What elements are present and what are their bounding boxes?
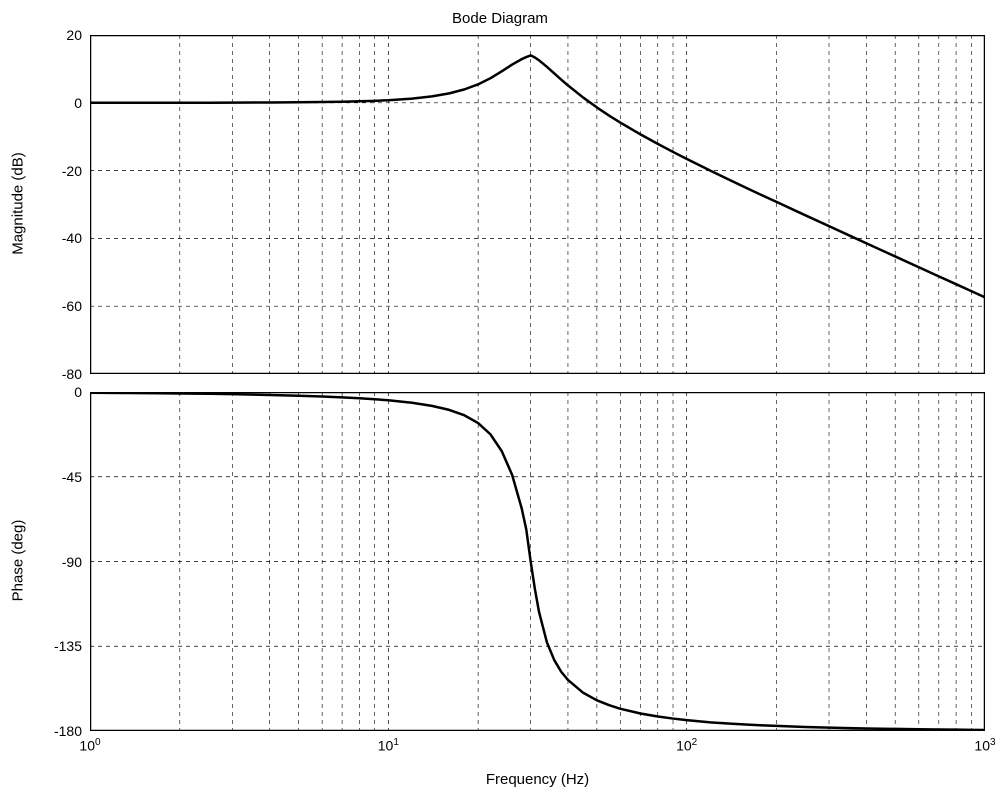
xtick-label: 100 (65, 737, 115, 754)
ytick-label: -40 (0, 230, 82, 246)
xtick-label: 103 (960, 737, 1000, 754)
phase-plot (90, 392, 985, 731)
ytick-label: -90 (0, 554, 82, 570)
xtick-label: 102 (662, 737, 712, 754)
ytick-label: -45 (0, 469, 82, 485)
ytick-label: 0 (0, 95, 82, 111)
magnitude-plot (90, 35, 985, 374)
figure-title: Bode Diagram (0, 10, 1000, 27)
frequency-xlabel: Frequency (Hz) (90, 771, 985, 788)
ytick-label: 20 (0, 27, 82, 43)
magnitude-svg (90, 35, 985, 374)
xtick-label: 101 (363, 737, 413, 754)
ytick-label: -60 (0, 298, 82, 314)
bode-figure: Bode Diagram Magnitude (dB) -80-60-40-20… (0, 0, 1000, 801)
ytick-label: -135 (0, 638, 82, 654)
ytick-label: -20 (0, 163, 82, 179)
ytick-label: -80 (0, 366, 82, 382)
ytick-label: 0 (0, 384, 82, 400)
magnitude-trace (90, 55, 985, 297)
phase-svg (90, 392, 985, 731)
